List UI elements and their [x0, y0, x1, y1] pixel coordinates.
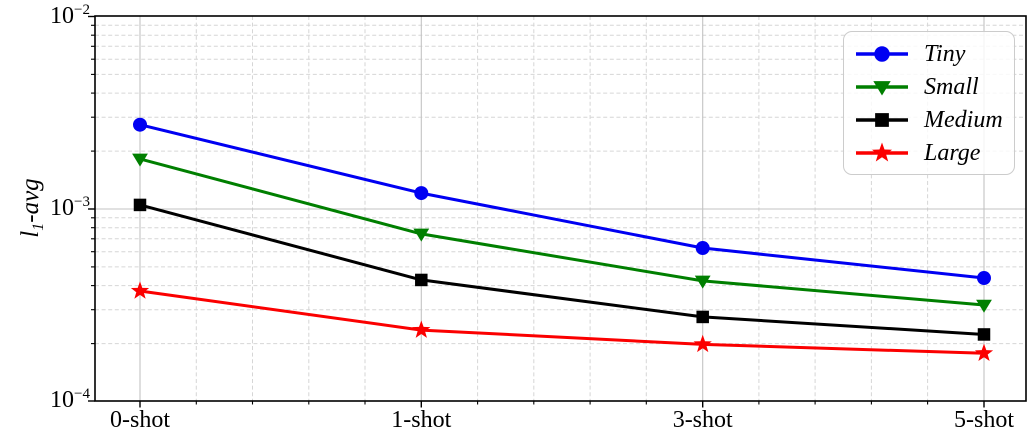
series-tiny	[133, 117, 991, 286]
legend-label: Tiny	[924, 40, 966, 67]
series-small	[132, 153, 992, 313]
legend-label: Large	[924, 139, 981, 166]
data-point-small	[694, 275, 711, 289]
x-tick-label: 0-shot	[110, 407, 170, 433]
legend-sample-triangle-down-icon	[856, 80, 908, 95]
data-point-tiny	[695, 241, 710, 256]
y-axis-label-sub: 1	[30, 222, 47, 231]
legend-item-tiny: Tiny	[853, 37, 1006, 70]
data-point-medium	[696, 310, 709, 324]
y-tick-label: 10−2	[50, 1, 90, 29]
x-tick-label: 5-shot	[954, 407, 1014, 433]
x-tick-label: 1-shot	[391, 407, 452, 433]
data-point-tiny	[977, 271, 991, 286]
legend-marker-large	[871, 141, 893, 162]
series-large	[130, 281, 994, 362]
legend-sample-star-icon	[856, 141, 908, 162]
x-tick-label: 3-shot	[672, 407, 733, 433]
data-point-small	[132, 153, 148, 167]
legend-item-medium: Medium	[853, 103, 1006, 136]
plot-border	[94, 15, 1027, 402]
legend-sample-circle-icon	[856, 45, 908, 62]
data-point-small	[976, 299, 992, 313]
data-point-small	[413, 228, 430, 242]
legend-label: Small	[924, 73, 979, 100]
legend-marker-medium	[875, 112, 889, 127]
legend-marker-tiny	[874, 45, 890, 62]
data-point-medium	[133, 198, 147, 212]
data-point-medium	[977, 328, 991, 341]
data-point-large	[412, 320, 431, 338]
y-tick-label: 10−4	[50, 386, 90, 413]
y-tick-label: 10−3	[50, 194, 90, 221]
data-point-large	[974, 343, 994, 362]
y-axis-label-base: l	[17, 230, 44, 238]
legend: Tiny Small Medium Large	[843, 31, 1015, 175]
series-line-medium	[138, 203, 986, 336]
legend-item-small: Small	[853, 70, 1006, 103]
legend-item-large: Large	[853, 136, 1006, 169]
legend-label: Medium	[924, 106, 1003, 133]
data-point-large	[693, 334, 712, 353]
series-line-large	[138, 289, 986, 355]
data-point-tiny	[414, 186, 429, 201]
data-point-medium	[415, 273, 428, 287]
legend-marker-small	[873, 80, 891, 95]
series-line-tiny	[138, 123, 986, 280]
data-point-tiny	[133, 117, 147, 132]
data-point-large	[130, 281, 150, 299]
series-medium	[133, 198, 991, 341]
legend-sample-square-icon	[856, 112, 908, 127]
series-line-small	[138, 157, 986, 307]
